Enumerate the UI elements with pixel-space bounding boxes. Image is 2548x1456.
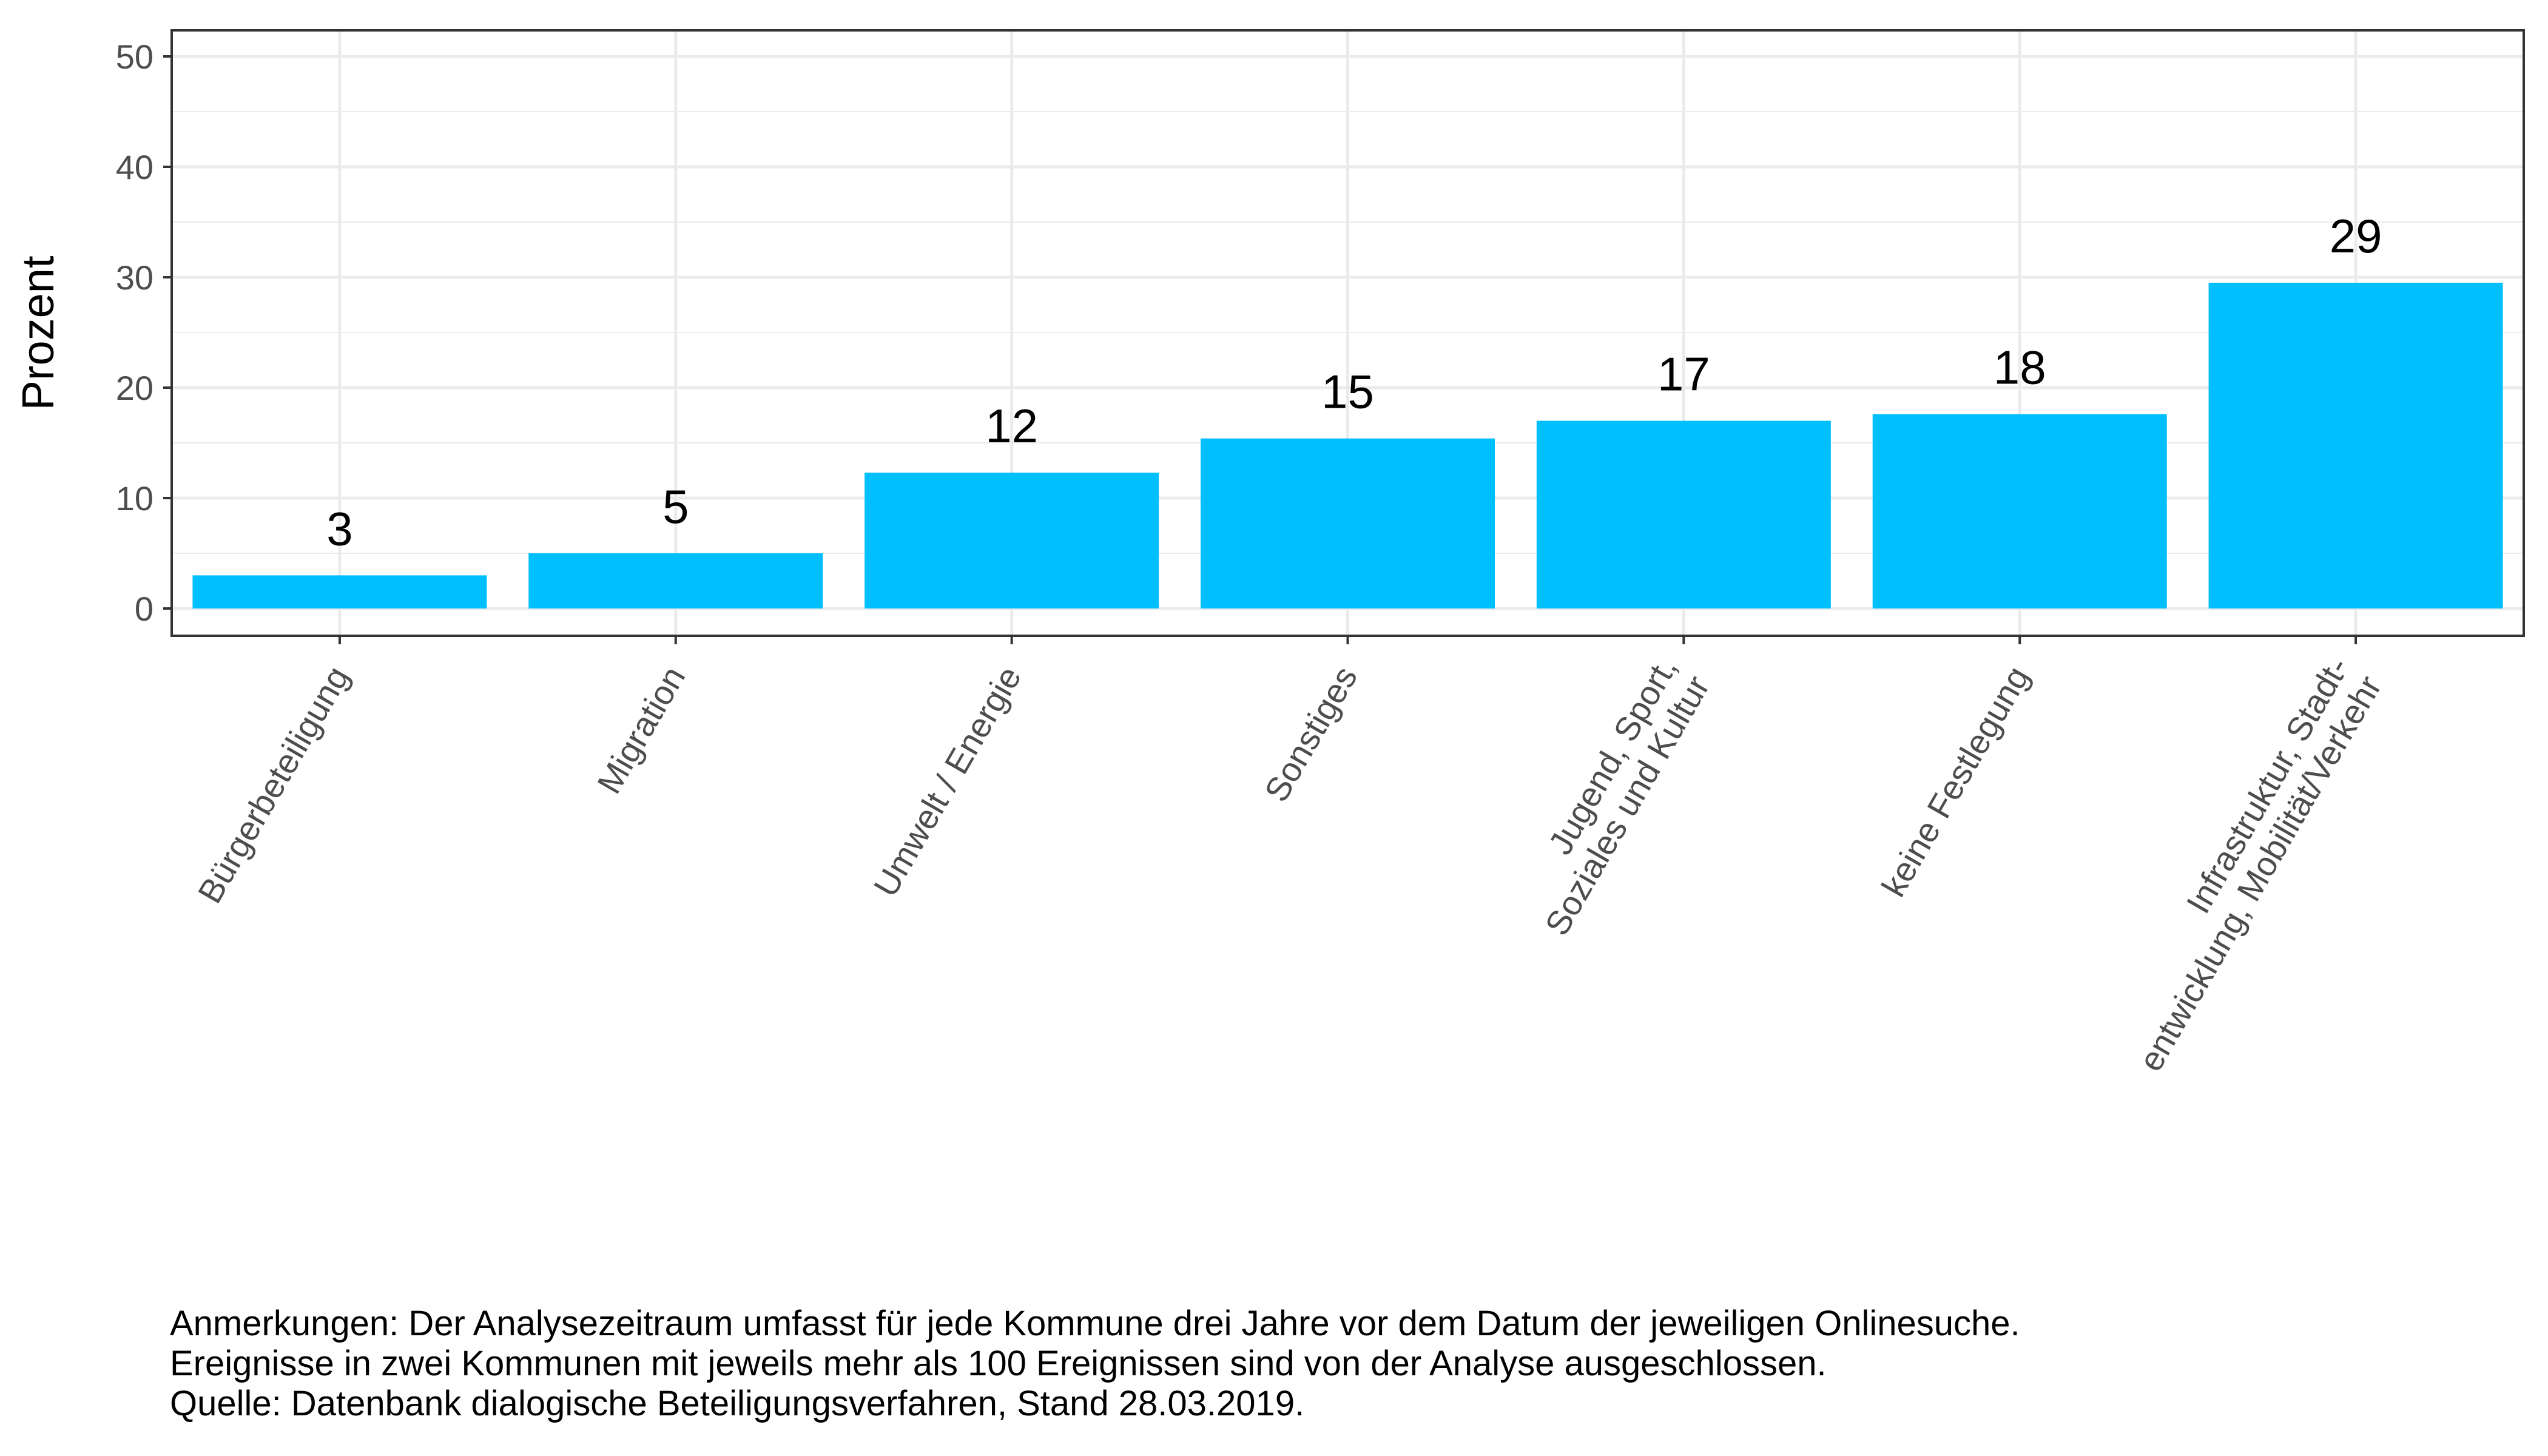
x-tick-label: Jugend, Sport,Soziales und Kultur [1505, 650, 1717, 942]
bar [2208, 283, 2503, 609]
bar-value-label: 17 [1657, 348, 1710, 401]
bars [192, 283, 2503, 609]
y-tick-label: 30 [116, 258, 153, 297]
note-line-2: Ereignisse in zwei Kommunen mit jeweils … [170, 1344, 1827, 1383]
bar-value-label: 3 [326, 502, 352, 555]
bar [1536, 420, 1831, 608]
note-line-1: Anmerkungen: Der Analysezeitraum umfasst… [170, 1304, 2020, 1343]
x-tick-label: Sonstiges [1257, 660, 1365, 808]
bar-value-label: 18 [1994, 341, 2046, 394]
x-tick-label: Infrastruktur, Stadt-entwicklung, Mobili… [2098, 650, 2389, 1077]
y-axis: 0 10 20 30 40 50 [116, 38, 172, 628]
bar [192, 575, 487, 608]
y-tick-label: 50 [116, 38, 153, 76]
y-tick-label: 0 [135, 590, 153, 628]
bar-value-label: 5 [662, 480, 689, 533]
note-line-3: Quelle: Datenbank dialogische Beteiligun… [170, 1384, 1305, 1423]
x-tick-label: keine Festlegung [1874, 660, 2037, 903]
bar [1872, 414, 2167, 608]
x-axis: Bürgerbeteiligung Migration Umwelt / Energ… [190, 636, 2389, 1077]
x-tick-label: Umwelt / Energie [866, 660, 1029, 903]
x-tick-label: Migration [590, 660, 693, 800]
y-tick-label: 40 [116, 148, 153, 186]
data-labels: 3 5 12 15 17 18 29 [326, 209, 2382, 555]
bar [1201, 438, 1495, 608]
bar-value-label: 12 [985, 399, 1038, 453]
y-tick-label: 20 [116, 369, 153, 407]
bar-value-label: 29 [2330, 209, 2382, 263]
bar [528, 553, 823, 608]
bar-value-label: 15 [1321, 365, 1374, 419]
bar [864, 473, 1159, 608]
y-tick-label: 10 [116, 479, 153, 517]
x-tick-label: Bürgerbeteiligung [190, 660, 357, 910]
y-axis-title: Prozent [13, 255, 63, 410]
